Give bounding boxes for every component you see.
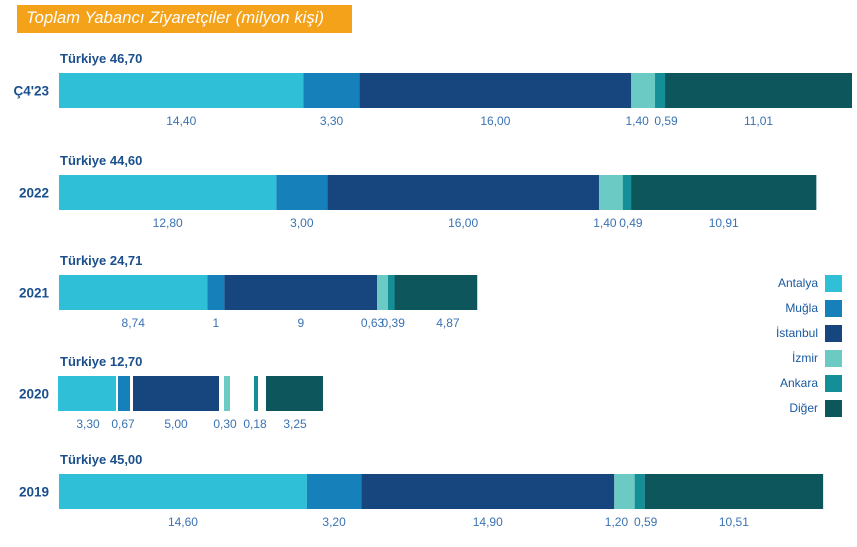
bar-segment-muğla: [118, 376, 130, 411]
bar-segment-antalya: [59, 474, 307, 509]
bar-segment-i̇stanbul: [359, 73, 632, 108]
bar-segment-i̇zmir: [224, 376, 230, 411]
bar-segment-i̇stanbul: [361, 474, 615, 509]
bar-segment-i̇zmir: [598, 175, 623, 210]
legend-label: Ankara: [780, 376, 818, 390]
data-label: 3,00: [290, 216, 314, 230]
bar-segment-muğla: [306, 474, 362, 509]
bar-row: Türkiye 24,71 2021 8,74 1 9 0,630,39 4,87: [19, 253, 478, 330]
data-label: 14,90: [473, 515, 503, 529]
data-label: 3,30: [76, 417, 100, 431]
legend-label: İstanbul: [776, 326, 818, 340]
bar-segment-antalya: [58, 376, 116, 411]
row-total-label: Türkiye 12,70: [60, 354, 142, 369]
data-label: 0,39: [382, 316, 406, 330]
bar-row: Türkiye 44,60 2022 12,80 3,00 16,00 1,40 0,49 1…: [19, 153, 817, 230]
bar-segment-i̇zmir: [614, 474, 635, 509]
data-label: 0,59: [634, 515, 658, 529]
bar-row: Türkiye 45,00 2019 14,60 3,20 14,90 1,20 0,59 1…: [19, 452, 824, 529]
legend-swatch: [825, 400, 842, 417]
data-label: 0,59: [654, 114, 678, 128]
bar-segment-diğer: [665, 73, 852, 108]
data-label: 14,40: [166, 114, 196, 128]
legend-swatch: [825, 275, 842, 292]
bar-segment-i̇zmir: [377, 275, 388, 310]
bar-row: Türkiye 46,70 Ç4'23 14,40 3,30 16,00 1,40 0,59…: [14, 51, 852, 128]
bar-segment-i̇stanbul: [327, 175, 599, 210]
data-label: 0,49: [619, 216, 643, 230]
data-label: 0,67: [111, 417, 135, 431]
bar-segment-diğer: [644, 474, 824, 509]
data-label: 11,01: [744, 114, 773, 128]
data-label: 3,20: [322, 515, 346, 529]
legend-label: Muğla: [785, 301, 818, 315]
bar-segment-i̇stanbul: [224, 275, 378, 310]
legend-label: İzmir: [792, 351, 818, 365]
data-label: 1,20: [605, 515, 629, 529]
data-label: 14,60: [168, 515, 198, 529]
data-label: 5,00: [164, 417, 188, 431]
category-label: 2022: [19, 186, 49, 201]
bar-segment-diğer: [394, 275, 478, 310]
legend-swatch: [825, 325, 842, 342]
data-label: 4,87: [436, 316, 460, 330]
legend-swatch: [825, 375, 842, 392]
bar-segment-i̇zmir: [631, 73, 656, 108]
data-label: 9: [297, 316, 304, 330]
bar-segment-antalya: [59, 275, 208, 310]
bar-segment-muğla: [276, 175, 328, 210]
legend-swatch: [825, 350, 842, 367]
data-label: 0,18: [243, 417, 267, 431]
data-label: 1,40: [625, 114, 649, 128]
bar-segment-muğla: [207, 275, 225, 310]
bar-segment-antalya: [59, 175, 277, 210]
bar-segment-ankara: [622, 175, 632, 210]
data-label: 1,40: [593, 216, 617, 230]
bar-segment-diğer: [631, 175, 817, 210]
category-label: 2020: [19, 387, 49, 402]
data-label: 0,63: [361, 316, 385, 330]
data-label: 16,00: [480, 114, 510, 128]
category-label: 2019: [19, 485, 49, 500]
chart-title: Toplam Yabancı Ziyaretçiler (milyon kişi…: [26, 9, 325, 27]
data-label: 16,00: [448, 216, 478, 230]
legend-swatch: [825, 300, 842, 317]
data-label: 8,74: [122, 316, 146, 330]
bar-row: Türkiye 12,70 2020 3,30 0,67 5,00 0,30 0,18 3,2…: [19, 354, 323, 431]
data-label: 12,80: [153, 216, 183, 230]
bar-segment-ankara: [634, 474, 645, 509]
category-label: 2021: [19, 286, 50, 301]
row-total-label: Türkiye 44,60: [60, 153, 142, 168]
legend-label: Antalya: [778, 276, 818, 290]
data-label: 3,25: [283, 417, 307, 431]
data-label: 10,91: [709, 216, 739, 230]
category-label: Ç4'23: [14, 84, 50, 99]
legend-label: Diğer: [789, 401, 818, 415]
row-total-label: Türkiye 24,71: [60, 253, 142, 268]
row-total-label: Türkiye 46,70: [60, 51, 142, 66]
data-label: 1: [213, 316, 220, 330]
row-total-label: Türkiye 45,00: [60, 452, 142, 467]
chart-title-banner: Toplam Yabancı Ziyaretçiler (milyon kişi…: [17, 5, 352, 33]
data-label: 10,51: [719, 515, 749, 529]
bar-segment-diğer: [266, 376, 323, 411]
bar-segment-ankara: [387, 275, 395, 310]
bar-segment-muğla: [303, 73, 360, 108]
data-label: 3,30: [320, 114, 344, 128]
bar-segment-antalya: [59, 73, 304, 108]
data-label: 0,30: [213, 417, 237, 431]
bar-segment-ankara: [254, 376, 258, 411]
bar-segment-i̇stanbul: [133, 376, 219, 411]
bar-segment-ankara: [655, 73, 666, 108]
legend: Antalya Muğla İstanbul İzmir Ankara Diğer: [776, 275, 842, 417]
